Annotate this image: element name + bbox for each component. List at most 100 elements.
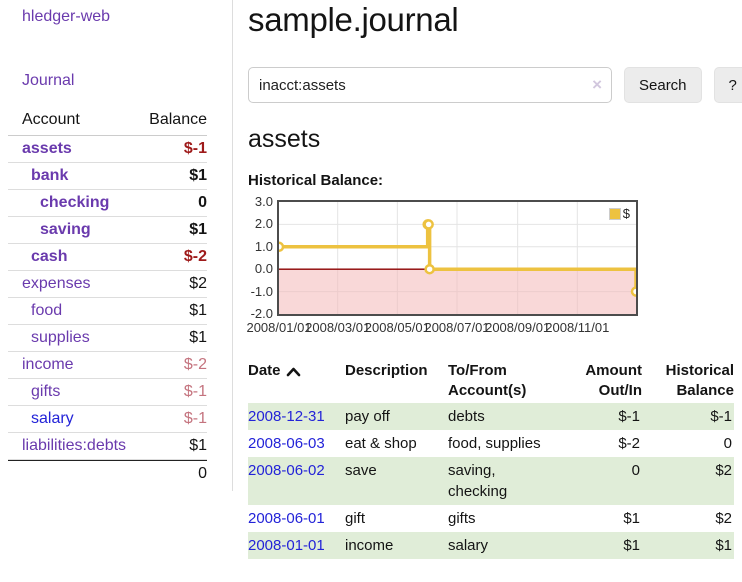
account-balance: $1	[189, 167, 207, 184]
register-row: 2008-06-03 eat & shop food, supplies $-2…	[248, 430, 734, 457]
account-row: saving $1	[8, 217, 207, 244]
account-row: checking 0	[8, 190, 207, 217]
x-axis-tick-label: 2008/03/01	[305, 320, 371, 335]
register-header-amount: Amount Out/In	[585, 362, 642, 399]
legend-label: $	[622, 206, 630, 221]
account-row: supplies $1	[8, 325, 207, 352]
search-box: ×	[248, 67, 612, 103]
x-axis-tick-label: 2008/01/01	[246, 320, 312, 335]
accounts-header-balance: Balance	[149, 111, 207, 128]
register-row: 2008-01-01 income salary $1 $1	[248, 532, 734, 559]
account-link[interactable]: expenses	[22, 275, 91, 292]
y-axis-tick-label: -2.0	[250, 306, 273, 321]
transaction-description: gift	[345, 510, 366, 527]
sidebar-nav: Journal	[8, 26, 207, 90]
sort-by-date-button[interactable]: Date	[248, 361, 301, 381]
historical-balance-chart: $ 3.0 2.0 1.0 0.0 -1.0 -2.0 2008/01/01 2008/03/…	[246, 194, 728, 338]
transaction-amount: $-1	[618, 408, 640, 425]
main-content: sample.journal × Search ? assets Histori…	[233, 0, 742, 559]
account-balance: $1	[189, 221, 207, 238]
account-link[interactable]: salary	[31, 410, 74, 427]
register-header-balance: Historical Balance	[665, 362, 734, 399]
account-balance: $-1	[183, 140, 207, 157]
account-balance: $-1	[183, 383, 207, 400]
account-heading: assets	[248, 125, 321, 153]
account-link[interactable]: gifts	[31, 383, 61, 400]
chart-legend: $	[607, 205, 631, 222]
account-link[interactable]: liabilities:debts	[22, 437, 127, 454]
accounts-total-row: 0	[8, 460, 207, 485]
sort-ascending-icon	[286, 367, 300, 377]
transaction-description: pay off	[345, 408, 390, 425]
transaction-accounts: salary	[448, 537, 489, 554]
account-link[interactable]: cash	[31, 248, 68, 265]
transaction-amount: 0	[631, 462, 640, 479]
chart-canvas	[279, 202, 636, 314]
transaction-date-link[interactable]: 2008-12-31	[248, 408, 325, 425]
accounts-table-body: assets $-1 bank $1 checking 0 saving $1 …	[8, 136, 207, 460]
register-row: 2008-06-01 gift gifts $1 $2	[248, 505, 734, 532]
register-row: 2008-12-31 pay off debts $-1 $-1	[248, 403, 734, 430]
transaction-balance: $1	[715, 537, 732, 554]
accounts-table-header: Account Balance	[8, 107, 207, 136]
account-row: liabilities:debts $1	[8, 433, 207, 460]
y-axis-tick-label: 1.0	[254, 238, 273, 254]
transaction-accounts: gifts	[448, 510, 476, 527]
transaction-date-link[interactable]: 2008-06-01	[248, 510, 325, 527]
account-balance: $1	[189, 329, 207, 346]
app-title-link[interactable]: hledger-web	[22, 8, 111, 25]
accounts-total-value: 0	[198, 465, 207, 482]
register-row: 2008-06-02 save saving, checking 0 $2	[248, 457, 734, 505]
account-link[interactable]: bank	[31, 167, 69, 184]
account-row: gifts $-1	[8, 379, 207, 406]
account-row: salary $-1	[8, 406, 207, 433]
y-axis-tick-label: 0.0	[254, 261, 273, 277]
transaction-accounts: debts	[448, 408, 485, 425]
search-form: × Search ?	[248, 67, 742, 103]
account-row: food $1	[8, 298, 207, 325]
x-axis-tick-label: 2008/09/01	[485, 320, 551, 335]
account-link[interactable]: checking	[40, 194, 110, 211]
search-help-button[interactable]: ?	[713, 67, 742, 103]
account-balance: $1	[189, 302, 207, 319]
account-balance: $-1	[183, 410, 207, 427]
account-balance: $2	[189, 275, 207, 292]
account-balance: $-2	[183, 248, 207, 265]
transaction-balance: 0	[723, 435, 732, 452]
account-row: assets $-1	[8, 136, 207, 163]
transaction-date-link[interactable]: 2008-06-03	[248, 435, 325, 452]
transaction-description: eat & shop	[345, 435, 417, 452]
account-row: cash $-2	[8, 244, 207, 271]
search-button[interactable]: Search	[624, 67, 702, 103]
x-axis-tick-label: 2008/05/01	[364, 320, 430, 335]
account-link[interactable]: income	[22, 356, 74, 373]
transaction-description: save	[345, 462, 377, 479]
accounts-header-account: Account	[22, 111, 80, 128]
transaction-description: income	[345, 537, 394, 554]
account-link[interactable]: saving	[40, 221, 91, 238]
legend-swatch-icon	[608, 207, 621, 220]
account-balance: $1	[189, 437, 207, 454]
account-row: income $-2	[8, 352, 207, 379]
account-balance: 0	[198, 194, 207, 211]
clear-search-icon[interactable]: ×	[592, 75, 602, 94]
search-input[interactable]	[249, 68, 579, 102]
transaction-accounts: food, supplies	[448, 435, 541, 452]
transaction-date-link[interactable]: 2008-06-02	[248, 462, 325, 479]
y-axis-tick-label: -1.0	[250, 283, 273, 299]
sidebar-item-journal[interactable]: Journal	[22, 72, 75, 89]
account-link[interactable]: food	[31, 302, 63, 319]
x-axis-tick-label: 2008/11/01	[545, 320, 610, 335]
transaction-balance: $2	[715, 510, 732, 527]
account-link[interactable]: assets	[22, 140, 72, 157]
x-axis-tick-label: 2008/07/01	[424, 320, 490, 335]
transaction-amount: $-2	[618, 435, 640, 452]
y-axis-tick-label: 3.0	[254, 194, 273, 209]
account-balance: $-2	[183, 356, 207, 373]
register-table: Date Description To/From Account(s) Amou…	[248, 359, 734, 559]
register-header-date: Date	[248, 362, 281, 379]
accounts-table: Account Balance assets $-1 bank $1 check…	[8, 107, 207, 485]
account-link[interactable]: supplies	[31, 329, 90, 346]
sidebar: hledger-web Journal Account Balance asse…	[0, 0, 233, 491]
transaction-date-link[interactable]: 2008-01-01	[248, 537, 325, 554]
